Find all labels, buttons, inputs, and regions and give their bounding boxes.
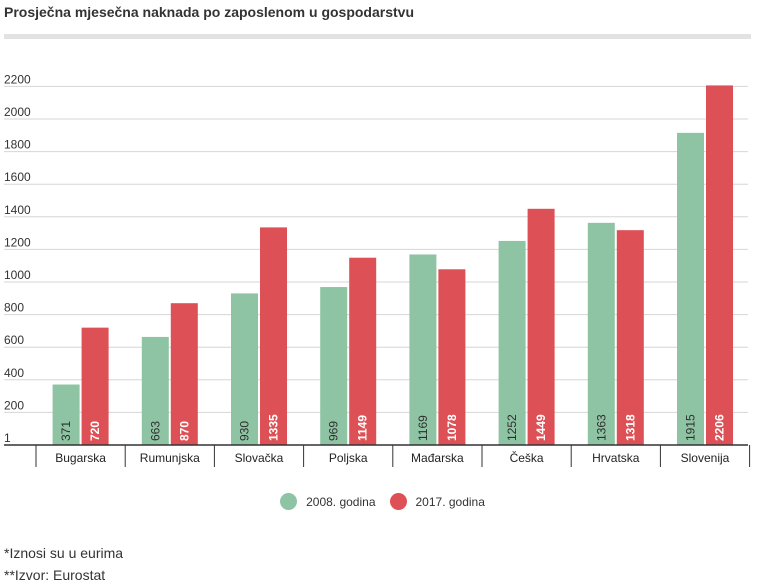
bar-2008 <box>320 287 348 445</box>
bar-2008 <box>52 384 80 445</box>
bar-value-label: 1169 <box>416 415 430 441</box>
x-category-label: Slovenija <box>681 451 730 465</box>
title-divider <box>4 34 751 39</box>
legend-swatch-2017 <box>389 493 407 510</box>
chart-title: Prosječna mjesečna naknada po zaposlenom… <box>4 4 415 20</box>
bar-2008 <box>498 240 526 445</box>
bar-2017 <box>616 230 644 445</box>
bar-value-label: 663 <box>148 421 162 441</box>
legend-item-2017: 2017. godina <box>389 493 485 510</box>
bar-value-label: 720 <box>88 421 102 441</box>
bar-2017 <box>527 208 555 445</box>
bars: 371 720 663 870 930 1335 969 1149 1169 1078 1252 14… <box>52 85 733 446</box>
bar-value-label: 2206 <box>713 414 727 441</box>
y-tick-label: 1600 <box>4 170 31 184</box>
bar-2017 <box>170 303 198 445</box>
bar-value-label: 870 <box>177 421 191 441</box>
y-axis-ticks: 1200400600800100012001400160018002000220… <box>4 72 31 445</box>
bar-value-label: 969 <box>327 421 341 441</box>
y-tick-label: 200 <box>4 398 24 412</box>
y-tick-label: 600 <box>4 333 24 347</box>
bar-2017 <box>349 257 377 445</box>
bar-2017 <box>260 227 287 445</box>
bar-2008 <box>409 254 437 445</box>
x-category-label: Rumunjska <box>140 451 200 465</box>
bar-2008 <box>587 222 615 445</box>
x-category-label: Hrvatska <box>592 451 640 465</box>
bar-value-label: 1915 <box>684 414 698 441</box>
legend: 2008. godina 2017. godina <box>0 493 765 510</box>
x-category-label: Slovačka <box>235 451 284 465</box>
x-category-label: Bugarska <box>55 451 106 465</box>
bar-2008 <box>231 293 258 445</box>
bar-2017 <box>81 327 109 445</box>
y-tick-label: 400 <box>4 366 24 380</box>
bar-2008 <box>677 132 704 446</box>
bar-value-label: 1363 <box>594 414 608 441</box>
x-axis: Bugarska Rumunjska Slovačka Poljska Mađarska… <box>4 444 751 467</box>
bar-value-label: 1449 <box>534 414 548 441</box>
bar-value-label: 1318 <box>623 414 637 441</box>
source-note: **Izvor: Eurostat <box>4 567 106 583</box>
bar-value-label: 1078 <box>445 414 459 441</box>
y-tick-label: 1000 <box>4 268 31 282</box>
bar-value-label: 371 <box>59 421 73 441</box>
y-tick-label: 1 <box>4 431 11 445</box>
x-category-label: Poljska <box>329 451 368 465</box>
legend-swatch-2008 <box>280 493 298 510</box>
y-tick-label: 1800 <box>4 138 31 152</box>
y-tick-label: 1200 <box>4 235 31 249</box>
legend-label-2008: 2008. godina <box>306 494 376 509</box>
legend-label-2017: 2017. godina <box>415 494 485 509</box>
bar-value-label: 1335 <box>267 414 281 441</box>
y-tick-label: 2000 <box>4 105 31 119</box>
x-category-label: Mađarska <box>411 451 464 465</box>
legend-item-2008: 2008. godina <box>280 493 376 510</box>
y-tick-label: 2200 <box>4 72 31 86</box>
bar-2017 <box>438 269 466 445</box>
y-tick-label: 800 <box>4 301 24 315</box>
bar-value-label: 1149 <box>356 415 370 441</box>
bar-2008 <box>141 336 169 445</box>
x-category-label: Češka <box>510 450 544 465</box>
bar-2017 <box>706 85 733 445</box>
y-tick-label: 1400 <box>4 203 31 217</box>
bar-value-label: 930 <box>238 421 252 441</box>
bar-value-label: 1252 <box>505 414 519 441</box>
currency-note: *Iznosi su u eurima <box>4 545 124 561</box>
